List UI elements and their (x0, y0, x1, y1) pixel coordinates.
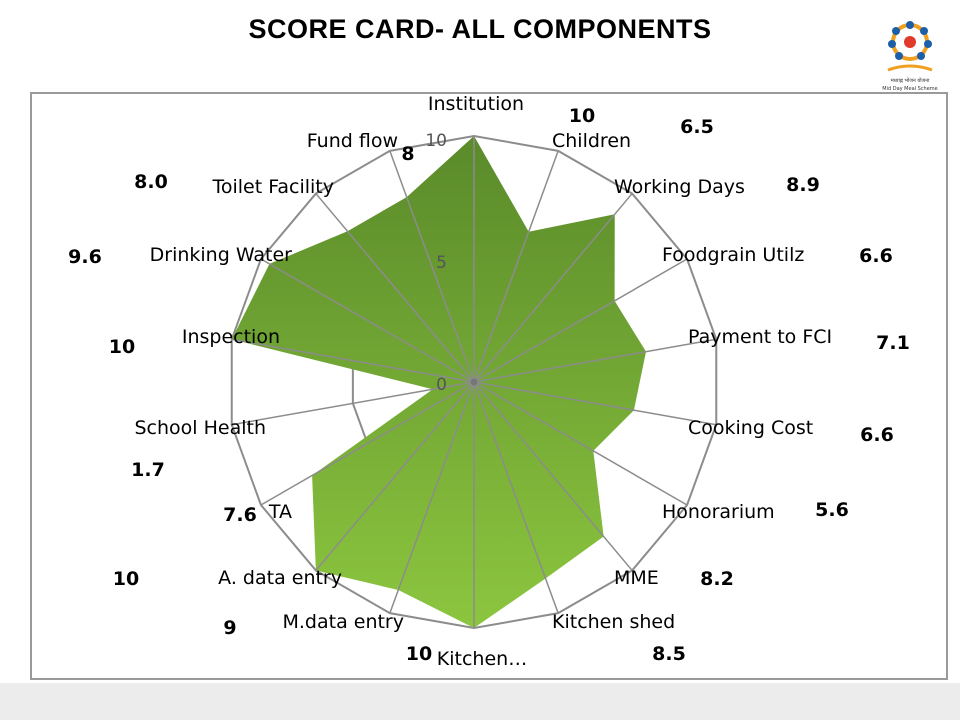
value-label: 8 (401, 143, 414, 165)
value-label: 5.6 (815, 499, 849, 521)
spoke (315, 381, 475, 571)
center-point (470, 378, 478, 386)
value-label: 10 (569, 105, 595, 127)
logo-ring (888, 21, 932, 61)
tick-label: 0 (436, 375, 447, 395)
category-label: Drinking Water (150, 244, 293, 266)
category-label: Kitchen… (437, 648, 527, 670)
category-label: A. data entry (218, 567, 342, 589)
spoke (231, 338, 475, 383)
value-label: 7.6 (223, 504, 257, 526)
category-label: Inspection (182, 326, 280, 348)
value-label: 6.5 (680, 116, 714, 138)
spoke (473, 381, 633, 571)
spoke (473, 193, 633, 383)
category-label: Working Days (614, 176, 745, 198)
spoke (473, 381, 717, 426)
spoke (260, 381, 475, 506)
tick-label: 10 (425, 131, 447, 151)
spoke (260, 258, 475, 383)
spoke (389, 381, 475, 614)
category-label: MME (614, 567, 659, 589)
spoke (315, 193, 475, 383)
category-label: Payment to FCI (688, 326, 832, 348)
spoke (473, 258, 688, 383)
slide-title: SCORE CARD- ALL COMPONENTS (248, 14, 712, 44)
spoke (231, 381, 475, 426)
category-label: Institution (428, 93, 524, 115)
value-label: 8.5 (652, 643, 686, 665)
tick-label: 5 (436, 253, 447, 273)
value-label: 9 (223, 617, 236, 639)
spoke (473, 381, 559, 614)
category-label: School Health (134, 417, 266, 439)
category-label: TA (268, 501, 292, 523)
category-label: Cooking Cost (688, 417, 813, 439)
spoke (473, 150, 559, 383)
value-label: 9.6 (68, 246, 102, 268)
value-label: 8.0 (134, 171, 168, 193)
category-label: Foodgrain Utilz (662, 244, 804, 266)
category-label: Kitchen shed (552, 611, 675, 633)
value-label: 10 (109, 336, 135, 358)
spoke (473, 338, 717, 383)
category-label: Fund flow (307, 130, 398, 152)
category-label: M.data entry (282, 611, 404, 633)
category-label: Toilet Facility (211, 176, 334, 198)
data-area (231, 136, 647, 628)
value-label: 6.6 (859, 245, 893, 267)
spoke (473, 381, 688, 506)
value-label: 8.2 (700, 568, 734, 590)
category-label: Children (552, 130, 631, 152)
value-label: 7.1 (876, 332, 910, 354)
bottom-band (0, 683, 960, 720)
value-label: 10 (113, 568, 139, 590)
value-label: 6.6 (860, 424, 894, 446)
value-label: 8.9 (786, 174, 820, 196)
chart-frame (30, 92, 948, 680)
spoke (389, 150, 475, 383)
mid-day-meal-logo: मध्याह्न भोजन योजना Mid Day Meal Scheme (882, 21, 938, 92)
value-label: 10 (406, 643, 432, 665)
logo-caption-1: मध्याह्न भोजन योजना (891, 77, 930, 84)
value-label: 1.7 (131, 459, 165, 481)
category-label: Honorarium (662, 501, 775, 523)
logo-caption-2: Mid Day Meal Scheme (882, 86, 937, 92)
